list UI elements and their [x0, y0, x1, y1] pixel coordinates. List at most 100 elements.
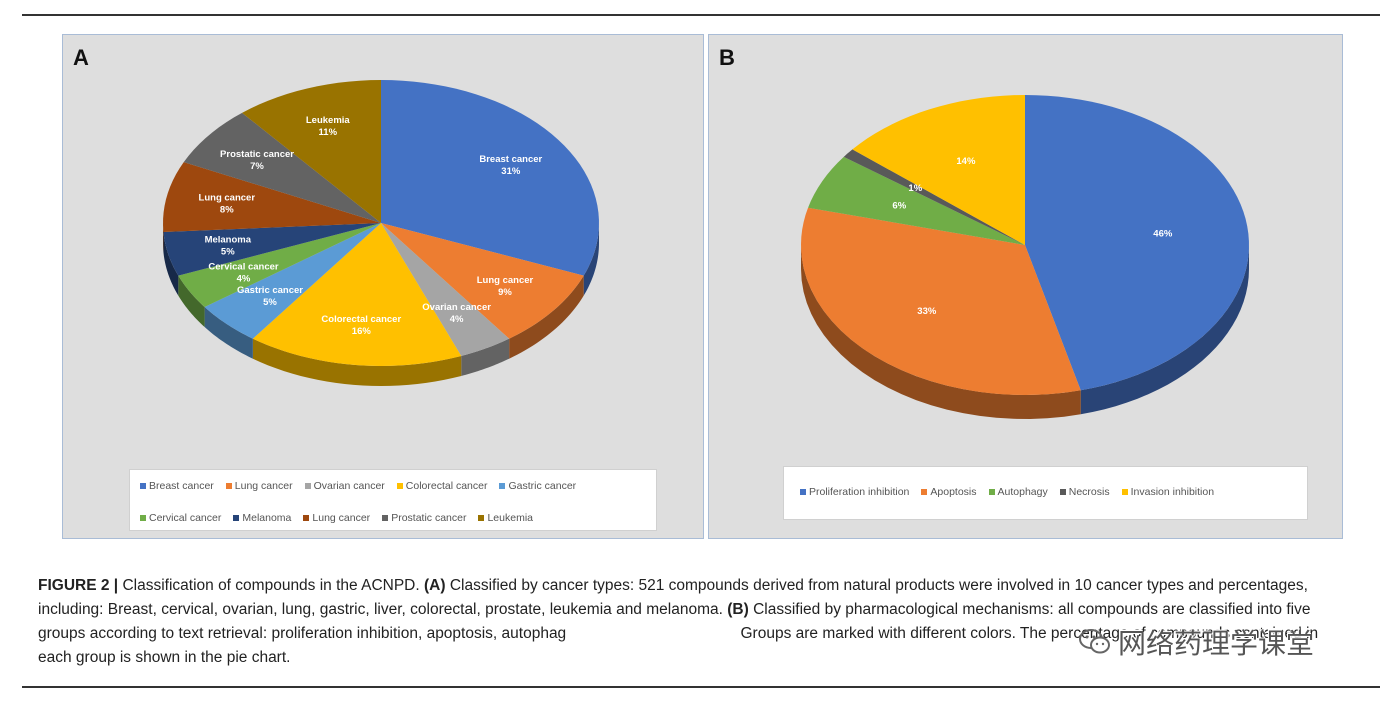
watermark-text: 网络药理学课堂 — [1118, 627, 1315, 660]
chart-a-legend-item-4: Gastric cancer — [499, 480, 576, 492]
chart-a-legend-swatch-9 — [478, 515, 485, 521]
chart-a-legend-item-6: Melanoma — [233, 512, 291, 524]
chart-a-legend-label-7: Lung cancer — [312, 512, 371, 524]
chart-a-legend-item-9: Leukemia — [478, 512, 533, 524]
chart-a-data-label-7: Lung cancer 8% — [199, 193, 256, 216]
chart-a-legend-label-4: Gastric cancer — [508, 480, 577, 492]
chart-a-legend-label-5: Cervical cancer — [149, 512, 222, 524]
chart-a-legend-item-7: Lung cancer — [303, 512, 370, 524]
caption-intro: Classification of compounds in the ACNPD… — [118, 577, 424, 594]
chart-a-legend-swatch-7 — [303, 515, 310, 521]
chart-a-slice-colorectal-cancer-3 — [252, 223, 462, 366]
chart-b-legend-label-4: Invasion inhibition — [1130, 486, 1215, 498]
chart-a-data-label-6: Melanoma 5% — [205, 235, 252, 258]
chart-a-side-colorectal-cancer-3 — [252, 338, 462, 386]
chart-b-slice-autophagy-2 — [808, 156, 1025, 245]
chart-b-legend-item-3: Necrosis — [1059, 486, 1110, 498]
figure-caption: FIGURE 2 | Classification of compounds i… — [38, 574, 1348, 670]
chart-a-legend-swatch-5 — [140, 515, 146, 521]
chart-b-legend-label-1: Apoptosis — [930, 486, 977, 498]
chart-a-legend-item-0: Breast cancer — [140, 480, 214, 492]
chart-b-slice-invasion-inhibition-4 — [852, 95, 1025, 245]
chart-a-legend-label-8: Prostatic cancer — [391, 512, 467, 524]
chart-a-data-label-2: Ovarian cancer 4% — [422, 302, 491, 325]
chart-b-data-label-4: 14% — [956, 156, 976, 167]
caption-b-text-tail: Groups are marked with different colors.… — [38, 625, 1319, 666]
chart-a-side-ovarian-cancer-2 — [461, 338, 510, 376]
chart-b-legend-swatch-0 — [800, 489, 806, 495]
chart-a-legend-row-0: Breast cancer Lung cancer Ovarian cancer Co… — [140, 480, 576, 492]
chart-b-side-proliferation-inhibition-0 — [1080, 245, 1249, 415]
chart-a-legend-label-2: Ovarian cancer — [313, 480, 385, 492]
chart-a-legend-item-3: Colorectal cancer — [396, 480, 488, 492]
chart-a-side-cervical-cancer-5 — [178, 275, 205, 328]
chart-b-legend-swatch-4 — [1121, 489, 1128, 495]
caption-b-marker: (B) — [727, 601, 749, 618]
chart-a-legend-swatch-1 — [225, 483, 232, 489]
chart-a-slice-lung-cancer-1 — [381, 223, 584, 339]
chart-a-legend-swatch-3 — [396, 483, 403, 489]
chart-a-legend-item-1: Lung cancer — [225, 480, 293, 492]
wechat-icon — [1079, 629, 1110, 654]
caption-a-text: Classified by cancer types: 521 compound… — [38, 577, 1308, 618]
legend-b: Proliferation inhibition Apoptosis Autopha… — [783, 466, 1308, 520]
chart-a-data-label-4: Gastric cancer 5% — [237, 285, 303, 308]
chart-b-side-apoptosis-1 — [801, 245, 1081, 419]
chart-b-legend-label-3: Necrosis — [1068, 486, 1110, 498]
chart-a-data-label-1: Lung cancer 9% — [477, 275, 534, 298]
chart-a-slice-breast-cancer-0 — [381, 80, 599, 276]
chart-b-legend-row-0: Proliferation inhibition Apoptosis Autopha… — [800, 486, 1214, 498]
chart-b-legend-label-0: Proliferation inhibition — [809, 486, 910, 498]
chart-a-legend-label-6: Melanoma — [242, 512, 292, 524]
caption-a-marker: (A) — [423, 577, 446, 594]
chart-a-side-lung-cancer-1 — [509, 275, 584, 359]
chart-b-legend-swatch-3 — [1059, 489, 1066, 495]
chart-b-legend-swatch-2 — [988, 489, 995, 495]
chart-a-slice-gastric-cancer-4 — [204, 223, 381, 339]
chart-b-data-label-0: 46% — [1153, 228, 1173, 239]
panel-a: Breast cancer 31% Lung cancer 9% Ovarian can… — [62, 34, 704, 539]
caption-b-text: Classified by pharmacological mechanisms… — [38, 601, 1311, 642]
chart-b-legend-item-4: Invasion inhibition — [1121, 486, 1215, 498]
chart-a-slice-leukemia-9 — [242, 80, 381, 223]
chart-b-slice-necrosis-3 — [843, 149, 1025, 245]
panel-a-letter: A — [73, 45, 89, 70]
legend-a: Breast cancer Lung cancer Ovarian cancer Co… — [129, 469, 657, 531]
chart-b-legend-item-0: Proliferation inhibition — [800, 486, 909, 498]
chart-a-legend-swatch-4 — [499, 483, 506, 489]
chart-a-legend-swatch-6 — [233, 515, 240, 521]
top-rule — [22, 14, 1380, 16]
chart-a-slice-cervical-cancer-5 — [178, 223, 381, 308]
chart-b-data-label-2: 6% — [892, 200, 906, 211]
chart-a-side-gastric-cancer-4 — [204, 307, 253, 359]
chart-a-side-breast-cancer-0 — [583, 223, 599, 296]
chart-b-slice-apoptosis-1 — [801, 207, 1081, 395]
chart-a-side-melanoma-6 — [163, 231, 179, 296]
chart-a-legend-label-1: Lung cancer — [234, 480, 293, 492]
chart-a-legend-label-9: Leukemia — [487, 512, 533, 524]
chart-b-legend-swatch-1 — [921, 489, 928, 495]
chart-a-legend-label-0: Breast cancer — [149, 480, 214, 492]
chart-a-legend-item-5: Cervical cancer — [140, 512, 221, 524]
pie-chart-a: Breast cancer 31% Lung cancer 9% Ovarian can… — [163, 80, 599, 386]
pie-chart-b: 46% 33% 6%1% 14% — [801, 95, 1249, 419]
chart-a-slice-prostatic-cancer-8 — [183, 112, 381, 223]
panel-b-letter: B — [719, 45, 735, 70]
chart-a-legend-swatch-8 — [382, 515, 389, 521]
chart-b-legend-item-2: Autophagy — [988, 486, 1048, 498]
chart-a-legend-swatch-2 — [304, 483, 311, 489]
chart-a-data-label-3: Colorectal cancer 16% — [321, 314, 401, 337]
chart-a-data-label-0: Breast cancer 31% — [479, 154, 542, 177]
chart-a-data-label-5: Cervical cancer 4% — [208, 262, 279, 285]
chart-a-legend-row-1: Cervical cancer Melanoma Lung cancer Prosta… — [140, 512, 533, 524]
chart-a-legend-swatch-0 — [140, 483, 146, 489]
caption-label: FIGURE 2 | — [38, 577, 119, 594]
chart-a-legend-item-8: Prostatic cancer — [382, 512, 466, 524]
chart-b-data-label-3: 1% — [908, 183, 922, 194]
panel-b: 46% 33% 6% 1% 14% B Proliferation inhibition… — [708, 34, 1343, 539]
chart-a-data-label-9: Leukemia 11% — [306, 115, 351, 138]
watermark: 网络药理学课堂 — [1078, 622, 1314, 662]
chart-a-legend-label-3: Colorectal cancer — [405, 480, 488, 492]
chart-b-legend-label-2: Autophagy — [997, 486, 1048, 498]
chart-b-slice-proliferation-inhibition-0 — [1025, 95, 1249, 391]
